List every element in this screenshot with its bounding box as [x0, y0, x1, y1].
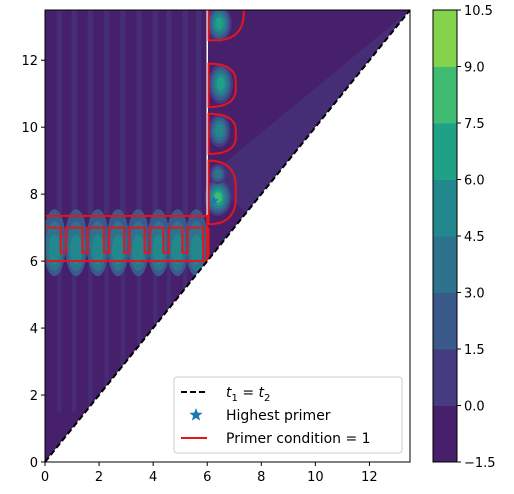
- y-tick-label: 12: [21, 54, 38, 69]
- colorbar-band: [433, 123, 457, 180]
- heatmap-blob: [70, 234, 83, 265]
- diagonal-layer: [44, 9, 411, 463]
- heatmap-streak: [103, 10, 110, 215]
- heatmap-streak: [56, 10, 63, 215]
- highest-primer-layer: [209, 195, 219, 205]
- legend: t1 = t2 Highest primer Primer condition …: [173, 376, 403, 454]
- heatmap-streak: [136, 264, 142, 412]
- x-tick-label: 10: [307, 470, 324, 485]
- y-tick-label: 0: [30, 456, 38, 471]
- colorbar-band: [433, 236, 457, 293]
- heatmap-blob: [216, 76, 225, 91]
- y-tick-label: 2: [30, 389, 38, 404]
- heatmap-blob: [48, 234, 61, 265]
- legend-star-icon: [189, 408, 203, 421]
- heatmap-streak: [71, 10, 77, 215]
- heatmap-blob: [112, 234, 124, 265]
- axes-frame: [44, 9, 411, 463]
- heatmap-streak: [136, 10, 142, 215]
- colorbar-band: [433, 66, 457, 124]
- y-axis-ticks: 0 2 4 6 8 10 12: [21, 54, 45, 471]
- colorbar-band: [433, 405, 457, 463]
- primer-boundary-vertical: [207, 62, 237, 109]
- y-tick-label: 4: [30, 322, 38, 337]
- primer-boundary-horizontal-inner: [45, 226, 205, 260]
- colorbar-tick-label: 10.5: [464, 4, 493, 19]
- heatmap-blob: [215, 123, 224, 138]
- heatmap-streak: [87, 10, 94, 215]
- primer-boundary-vertical: [207, 112, 237, 155]
- x-tick-label: 2: [95, 470, 103, 485]
- highest-primer-star-icon: [209, 195, 219, 205]
- heatmap-streak: [88, 264, 93, 412]
- heatmap-streak: [120, 264, 126, 412]
- heatmap-blob: [213, 169, 223, 180]
- colorbar-tick-label: 7.5: [464, 117, 485, 132]
- colorbar-tick-label: 1.5: [464, 343, 485, 358]
- colorbar-band: [433, 10, 457, 67]
- heatmap-streak: [120, 10, 126, 215]
- colorbar-tick-label: 6.0: [464, 174, 485, 189]
- primer-boundary-horizontal: [45, 214, 209, 263]
- colorbar-tick-label: 0.0: [464, 400, 485, 415]
- x-tick-label: 0: [41, 470, 49, 485]
- x-tick-label: 8: [257, 470, 265, 485]
- heatmap-streak: [152, 10, 159, 215]
- colorbar-tick-label: −1.5: [464, 456, 496, 471]
- heatmap-streak: [195, 10, 202, 215]
- heatmap-streak: [104, 264, 109, 412]
- heatmap-streak: [72, 264, 77, 412]
- x-axis-ticks: 0 2 4 6 8 10 12: [41, 462, 378, 485]
- legend-label-diagonal: t1 = t2: [226, 385, 270, 404]
- heatmap-streak: [166, 10, 172, 215]
- diagonal-line: [44, 9, 411, 463]
- y-tick-label: 8: [30, 188, 38, 203]
- heatmap-blob: [190, 234, 203, 265]
- colorbar-band: [433, 292, 457, 350]
- colorbar-band: [433, 349, 457, 406]
- legend-sub-2: 2: [264, 393, 270, 404]
- legend-label-highest-primer: Highest primer: [226, 408, 331, 424]
- primer-boundary-vertical: [207, 10, 245, 42]
- legend-sub-1: 1: [232, 393, 238, 404]
- legend-label-primer-condition: Primer condition = 1: [226, 431, 371, 447]
- primer-condition-contours: [45, 10, 245, 263]
- heatmap-streak: [182, 10, 188, 215]
- heatmap-blob: [215, 17, 224, 30]
- heatmap-blob: [91, 234, 104, 265]
- legend-eq: = t: [238, 385, 265, 401]
- x-tick-label: 6: [203, 470, 211, 485]
- heatmap-blob: [171, 234, 184, 265]
- colorbar-tick-label: 4.5: [464, 230, 485, 245]
- x-tick-label: 4: [149, 470, 157, 485]
- colorbar: −1.5 0.0 1.5 3.0 4.5 6.0 7.5 9.0 10.5: [432, 4, 496, 471]
- legend-box: [173, 376, 403, 454]
- heatmap-blob: [132, 234, 145, 265]
- y-tick-label: 6: [30, 255, 38, 270]
- heatmap-streak: [57, 264, 62, 412]
- x-tick-label: 12: [361, 470, 378, 485]
- heatmap-blob: [152, 234, 165, 265]
- y-tick-label: 10: [21, 121, 38, 136]
- colorbar-tick-label: 9.0: [464, 61, 485, 76]
- primer-boundary-vertical: [207, 159, 237, 226]
- colorbar-tick-label: 3.0: [464, 287, 485, 302]
- colorbar-band: [433, 179, 457, 237]
- legend-t-symbol: t: [226, 385, 232, 401]
